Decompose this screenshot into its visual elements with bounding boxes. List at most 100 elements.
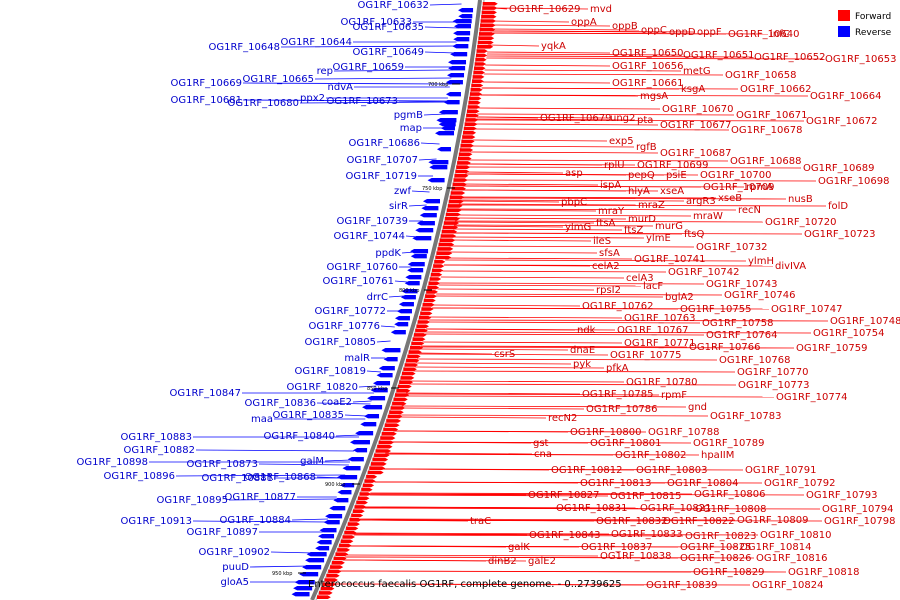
reverse-feature-arrow [438,110,458,115]
reverse-gene-label: OG1RF_10897 [187,527,259,538]
tick-850: 850 kbp [367,386,399,392]
forward-gene-label: OG1RF_10747 [771,304,843,315]
reverse-gene-label: gloA5 [221,577,249,588]
forward-feature-arrow [399,380,414,384]
forward-label-connector [463,183,599,186]
reverse-feature-arrow [401,289,418,294]
forward-feature-arrow [410,346,424,350]
forward-feature-arrow [328,569,342,574]
forward-label-connector [445,257,633,260]
forward-feature-arrow [458,152,473,157]
forward-feature-arrow [463,131,477,135]
forward-gene-label: OG1RF_10758 [702,318,774,329]
forward-label-connector [476,116,609,119]
reverse-label-connector [398,100,448,103]
reverse-feature-arrow [323,520,340,525]
forward-feature-arrow [403,367,417,372]
forward-feature-arrow [433,264,445,268]
reverse-label-connector [324,459,351,462]
reverse-feature-arrow [445,92,461,97]
forward-label-connector [478,107,661,110]
reverse-feature-arrow [325,514,343,519]
forward-feature-arrow [473,70,485,75]
reverse-label-connector [344,414,367,417]
forward-gene-label: psiE [666,170,687,181]
reverse-gene-label: OG1RF_10882 [124,445,196,456]
reverse-feature-arrow [383,357,398,362]
forward-label-connector [418,353,609,356]
reverse-feature-arrow [443,100,460,105]
forward-gene-label: mvd [590,4,612,15]
forward-gene-label: OG1RF_10651 [683,50,755,61]
forward-feature-arrow [471,83,484,88]
forward-gene-label: OG1RF_10843 [529,530,601,541]
forward-gene-label: hpaIIM [701,450,734,461]
reverse-gene-label: pgmB [394,110,423,121]
reverse-feature-arrow [347,457,364,462]
forward-feature-arrow [418,315,432,320]
tick-label-950: 950 kbp [272,571,292,577]
forward-gene-label: OG1RF_10640 [728,29,800,40]
reverse-feature-arrow [419,213,437,218]
reverse-label-connector [314,77,452,80]
forward-feature-arrow [333,556,347,561]
forward-feature-arrow [426,290,438,294]
forward-gene-label: gst [533,438,549,449]
forward-label-connector [393,430,569,433]
tick-label-800: 800 kbp [399,288,419,294]
forward-feature-arrow [378,440,394,445]
reverse-gene-label: ndvA [328,82,354,93]
reverse-label-connector [408,204,427,207]
reverse-feature-arrow [423,199,441,204]
forward-label-connector [486,55,753,58]
reverse-gene-label: OG1RF_10673 [327,96,399,107]
forward-feature-arrow [460,143,474,148]
reverse-gene-label: OG1RF_10632 [358,0,430,11]
forward-feature-arrow [464,122,478,126]
reverse-feature-arrow [452,44,469,49]
forward-feature-arrow [320,586,335,591]
reverse-label-connector [388,295,404,298]
forward-gene-label: OG1RF_10791 [745,465,817,476]
forward-gene-label: OG1RF_10741 [634,254,706,265]
forward-label-connector [455,217,627,220]
forward-feature-arrow [458,156,472,161]
forward-gene-label: OG1RF_10629 [509,4,581,15]
forward-gene-label: OG1RF_10788 [648,427,720,438]
forward-label-connector [456,214,692,217]
reverse-feature-arrow [340,483,355,488]
forward-feature-arrow [480,19,497,23]
forward-gene-label: OG1RF_10800 [570,427,642,438]
reverse-label-connector [380,325,395,328]
forward-feature-arrow [459,148,474,152]
reverse-gene-label: OG1RF_10772 [315,306,387,317]
reverse-label-connector [401,251,416,254]
reverse-gene-label: OG1RF_10739 [337,216,409,227]
forward-gene-label: OG1RF_10689 [803,163,875,174]
forward-feature-arrow [445,212,461,217]
forward-label-connector [364,506,639,509]
forward-gene-label: mraW [693,211,723,222]
forward-feature-arrow [463,126,477,131]
forward-feature-arrow [381,432,397,436]
forward-label-connector [422,341,623,344]
forward-feature-arrow [400,376,415,380]
forward-feature-arrow [342,535,355,539]
forward-label-connector [459,199,685,202]
legend-forward-swatch [838,10,850,21]
forward-gene-label: OG1RF_10748 [830,316,900,327]
gene-labels: OG1RF_10629 mvd oppA oppB oppC oppD oppF OG1RF_… [77,0,900,591]
reverse-label-connector [335,434,360,437]
forward-label-connector [436,293,723,296]
forward-feature-arrow [415,328,428,333]
forward-feature-arrow [335,552,349,556]
forward-gene-label: cna [534,449,552,460]
forward-gene-label: OG1RF_10809 [737,515,809,526]
forward-label-connector [484,69,682,72]
forward-gene-label: OG1RF_10839 [646,580,718,591]
forward-label-connector [415,362,572,365]
tick-label-900: 900 kbp [325,482,345,488]
forward-feature-arrow [406,358,420,363]
reverse-gene-label: OG1RF_10760 [327,262,399,273]
forward-gene-label: ylmG [565,222,591,233]
